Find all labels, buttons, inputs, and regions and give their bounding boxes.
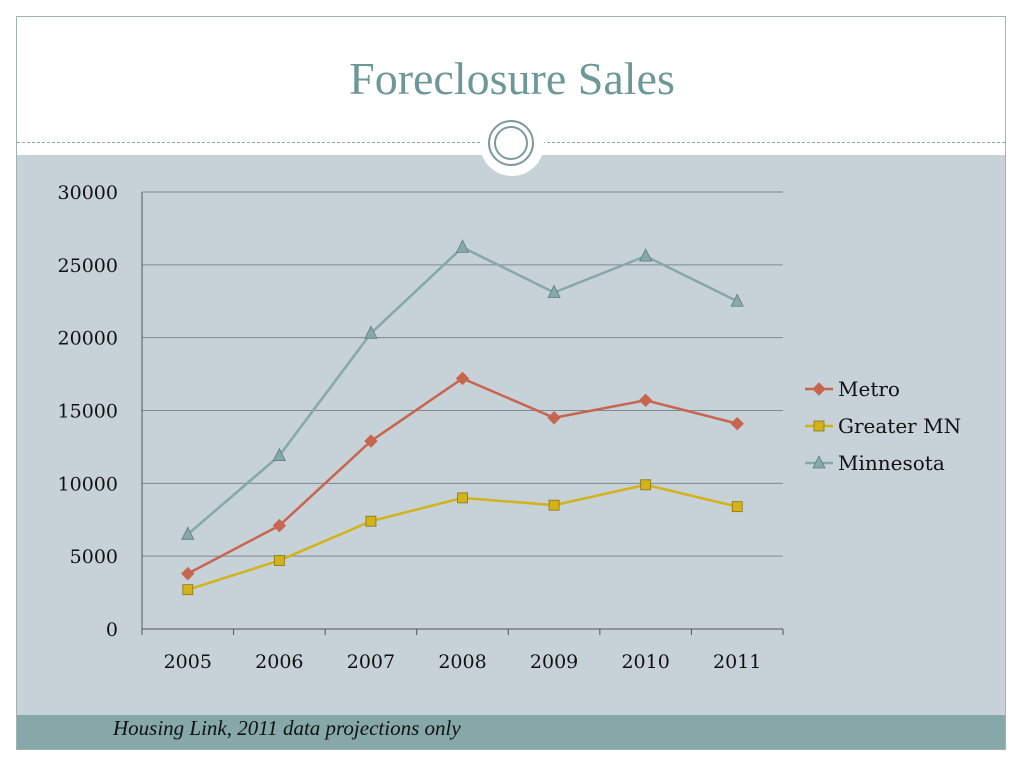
legend-marker: [813, 420, 825, 432]
data-point: [364, 325, 378, 339]
data-point: [272, 447, 287, 462]
legend-marker: [812, 455, 826, 469]
data-point: [638, 248, 653, 262]
data-point: [731, 501, 743, 513]
source-note: Housing Link, 2011 data projections only: [113, 716, 461, 740]
data-point: [181, 526, 195, 540]
x-tick-label: 2005: [164, 651, 212, 673]
data-point: [638, 393, 653, 408]
data-point: [181, 566, 195, 581]
y-tick-label: 30000: [58, 182, 118, 204]
y-tick-label: 0: [106, 619, 118, 641]
data-point: [273, 555, 285, 566]
y-tick-label: 10000: [58, 473, 118, 495]
data-point: [182, 584, 194, 596]
data-point: [455, 371, 470, 386]
legend-marker: [812, 382, 826, 396]
data-point: [547, 411, 561, 425]
x-tick-label: 2009: [530, 651, 578, 673]
x-tick-label: 2006: [255, 651, 303, 673]
series-line-metro: [187, 377, 738, 575]
data-point: [364, 434, 378, 448]
data-point: [457, 492, 468, 504]
legend-label: Greater MN: [838, 414, 961, 438]
data-point: [365, 515, 377, 527]
data-point: [730, 416, 744, 431]
series-line-minnesota: [186, 245, 738, 536]
data-point: [455, 239, 470, 253]
legend-label: Metro: [838, 377, 900, 401]
legend-label: Minnesota: [838, 451, 945, 475]
data-point: [640, 479, 652, 491]
x-tick-label: 2007: [347, 651, 395, 673]
data-point: [730, 293, 744, 307]
data-point: [272, 518, 287, 533]
y-tick-label: 20000: [58, 328, 118, 350]
y-tick-label: 25000: [58, 255, 118, 277]
data-point: [547, 284, 561, 298]
chart-background: [17, 155, 1005, 715]
slide-title: Foreclosure Sales: [349, 53, 675, 104]
data-point: [548, 499, 560, 511]
footer-bar: [17, 715, 1005, 749]
y-tick-label: 15000: [58, 401, 118, 423]
x-tick-label: 2010: [621, 651, 669, 673]
ornament-ring-inner: [494, 126, 528, 160]
y-tick-label: 5000: [70, 546, 118, 568]
x-tick-label: 2011: [713, 651, 761, 673]
x-tick-label: 2008: [438, 651, 486, 673]
